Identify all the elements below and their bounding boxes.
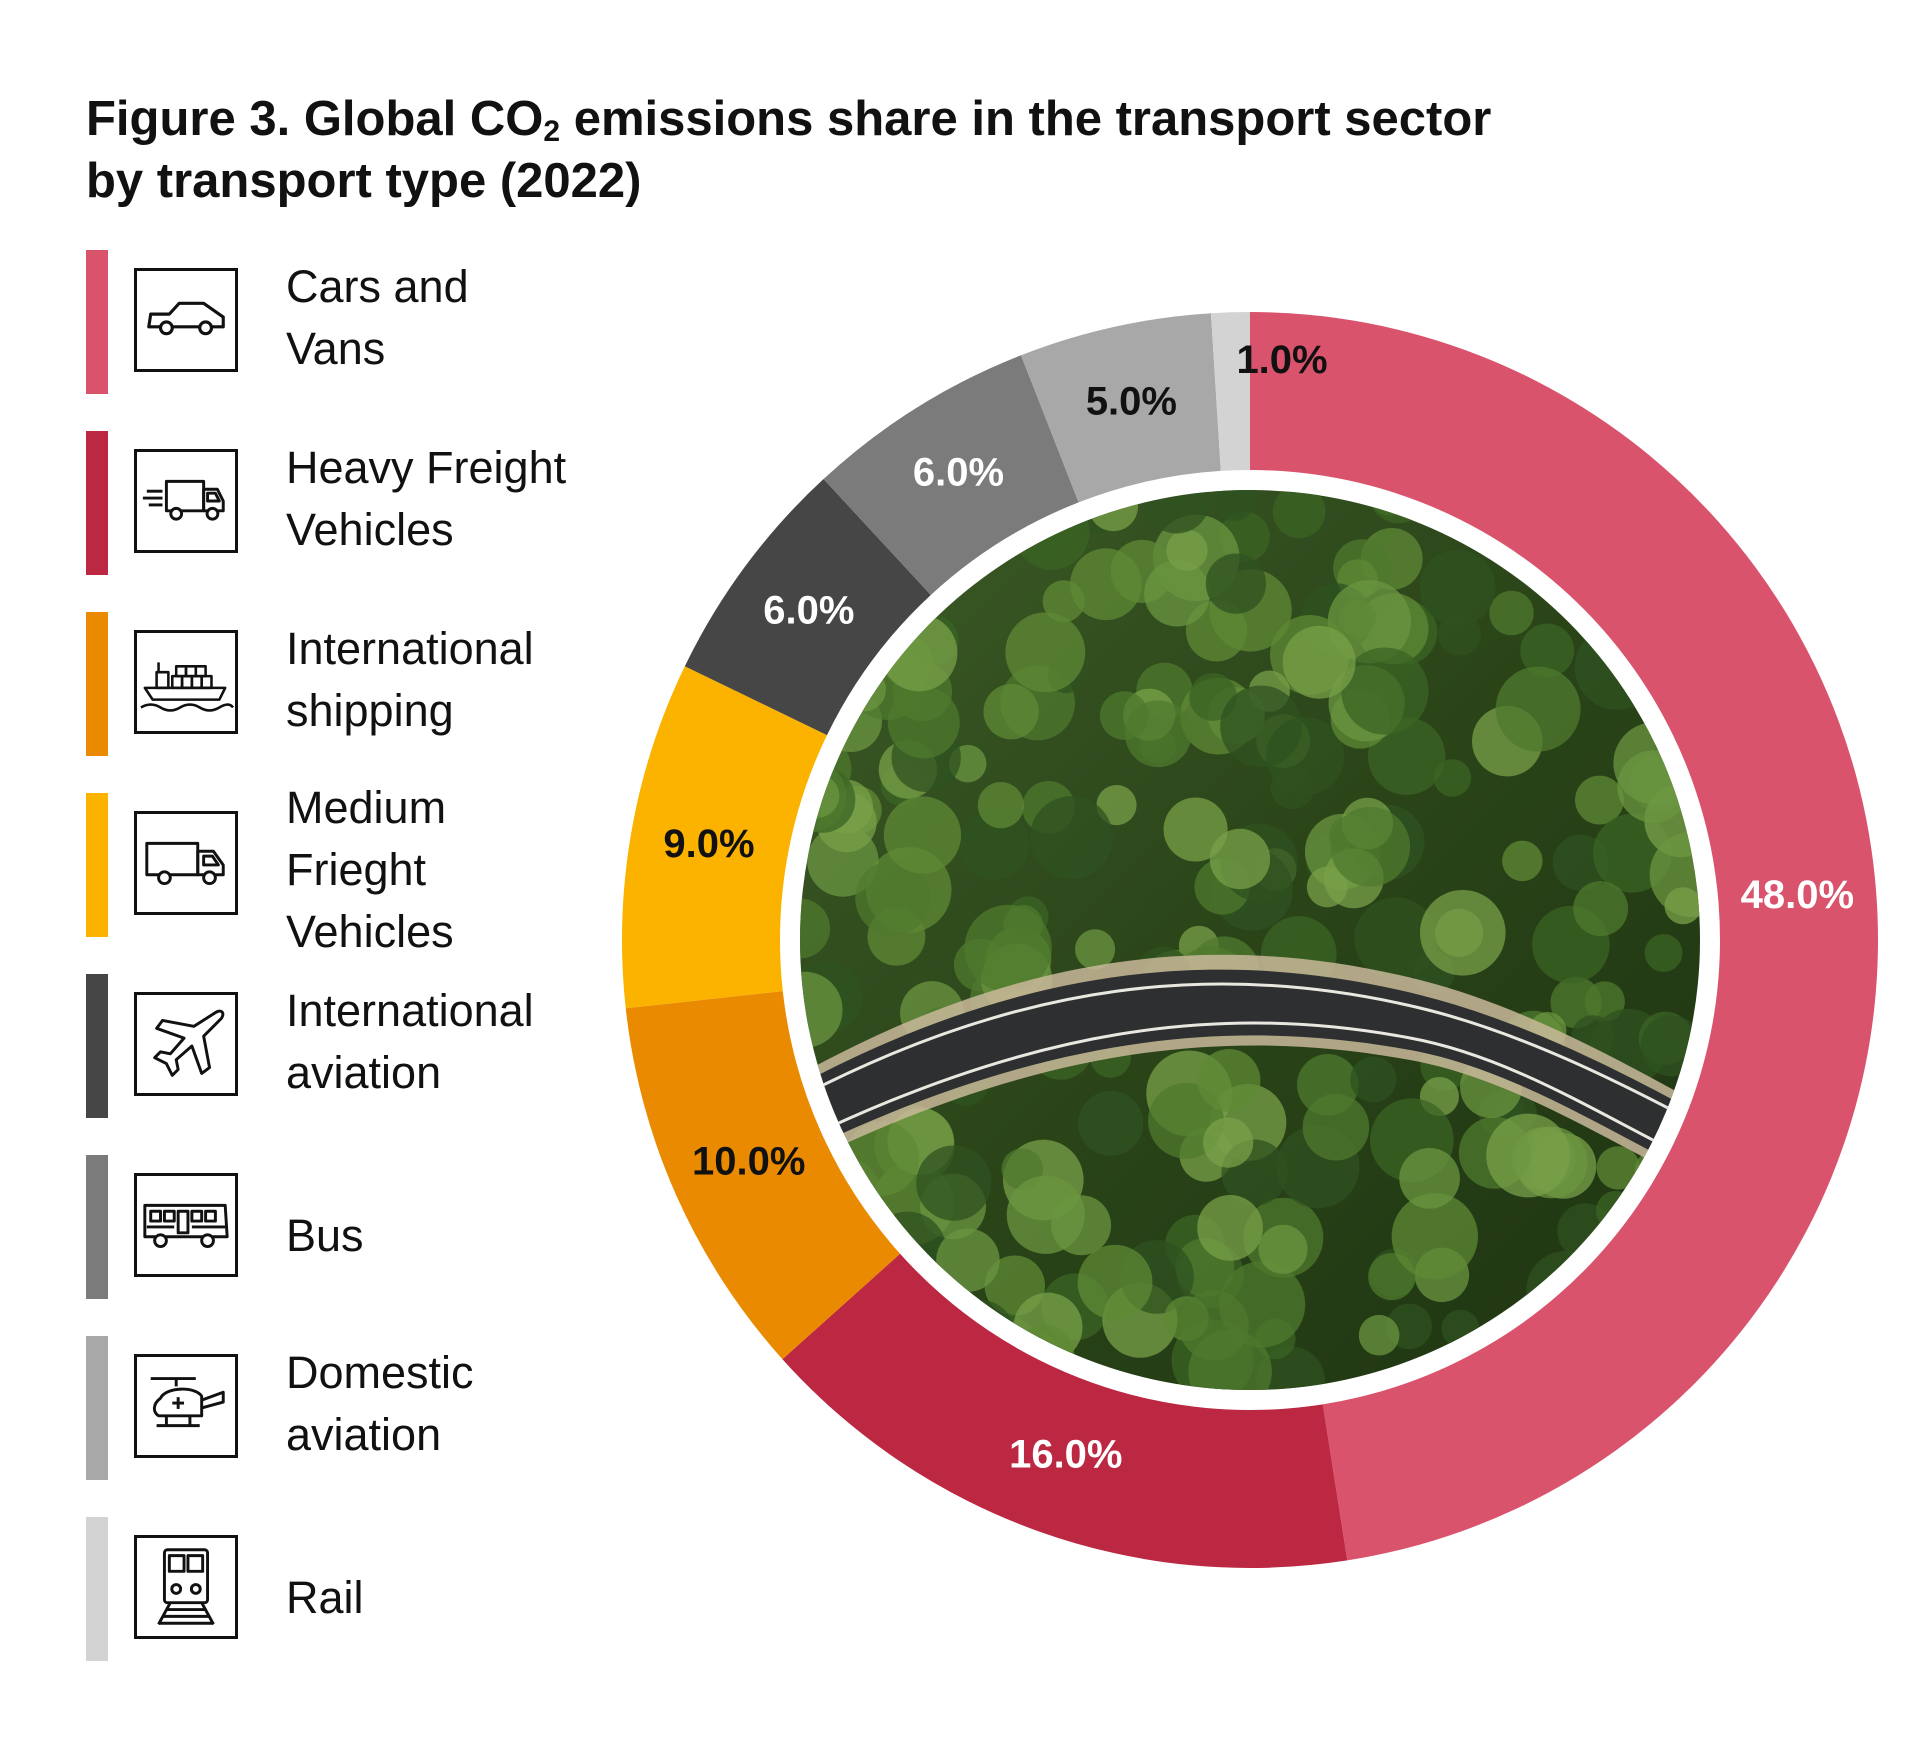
legend-swatch xyxy=(86,1336,108,1480)
bus-icon xyxy=(134,1173,238,1277)
legend-item-rail: Rail xyxy=(86,1517,646,1661)
legend-swatch xyxy=(86,793,108,937)
legend-swatch xyxy=(86,974,108,1118)
slice-bus xyxy=(823,355,1079,595)
helicopter-icon xyxy=(134,1354,238,1458)
legend-item-medium-freight: Medium Frieght Vehicles xyxy=(86,782,646,957)
slice-labels: 48.0% 16.0% 10.0% 9.0% 6.0% 6.0% 5.0% 1.0% xyxy=(663,338,1854,1477)
slice-label-bus: 6.0% xyxy=(913,450,1004,494)
legend-label: Heavy Freight Vehicles xyxy=(286,442,567,555)
legend-swatch xyxy=(86,250,108,394)
legend-label: Bus xyxy=(286,1210,364,1261)
slice-label-medium-frieght-vehicles: 9.0% xyxy=(663,822,754,866)
legend-label: Rail xyxy=(286,1572,364,1623)
legend-label: Domestic aviation xyxy=(286,1347,474,1460)
legend-item-bus: Bus xyxy=(86,1155,646,1299)
legend-item-international-shipping: International shipping xyxy=(86,612,646,756)
title-line2: by transport type (2022) xyxy=(86,154,642,208)
cargo-ship-icon xyxy=(134,630,238,734)
legend-item-international-aviation: International aviation xyxy=(86,974,646,1118)
legend-swatch xyxy=(86,1517,108,1661)
car-icon xyxy=(134,268,238,372)
chart-title: Figure 3. Global CO2 emissions share in … xyxy=(86,88,1786,212)
donut-slices xyxy=(622,312,1879,1568)
legend-item-cars-vans: Cars and Vans xyxy=(86,250,646,394)
slice-label-heavy-freight-vehicles: 16.0% xyxy=(1009,1433,1122,1477)
legend-item-heavy-freight: Heavy Freight Vehicles xyxy=(86,431,646,575)
slice-international-shipping xyxy=(625,991,901,1360)
legend-swatch xyxy=(86,1155,108,1299)
freight-truck-icon xyxy=(134,449,238,553)
slice-label-cars-and-vans: 48.0% xyxy=(1741,873,1854,917)
donut-chart: 48.0% 16.0% 10.0% 9.0% 6.0% 6.0% 5.0% 1.0% xyxy=(622,312,1879,1568)
slice-medium-frieght-vehicles xyxy=(622,666,827,1009)
slice-heavy-freight-vehicles xyxy=(782,1253,1348,1568)
train-icon xyxy=(134,1535,238,1639)
title-suffix: emissions share in the transport sector xyxy=(560,92,1492,146)
legend-label: International shipping xyxy=(286,623,534,736)
legend-swatch xyxy=(86,612,108,756)
legend-label: Cars and Vans xyxy=(286,261,469,374)
title-prefix: Figure 3. Global CO xyxy=(86,92,544,146)
slice-label-international-aviation: 6.0% xyxy=(763,589,854,633)
slice-international-aviation xyxy=(684,479,931,736)
slice-domestic-aviation xyxy=(1020,313,1221,503)
airplane-icon xyxy=(134,992,238,1096)
legend-swatch xyxy=(86,431,108,575)
slice-rail xyxy=(1210,312,1250,471)
slice-cars-and-vans xyxy=(1250,312,1879,1561)
legend-item-domestic-aviation: Domestic aviation xyxy=(86,1336,646,1480)
slice-label-domestic-aviation: 5.0% xyxy=(1086,380,1177,424)
slice-label-international-shipping: 10.0% xyxy=(692,1139,805,1183)
legend-label: Medium Frieght Vehicles xyxy=(286,782,454,957)
slice-label-rail: 1.0% xyxy=(1236,338,1327,382)
delivery-truck-icon xyxy=(134,811,238,915)
legend-label: International aviation xyxy=(286,985,534,1098)
title-subscript: 2 xyxy=(543,115,561,148)
